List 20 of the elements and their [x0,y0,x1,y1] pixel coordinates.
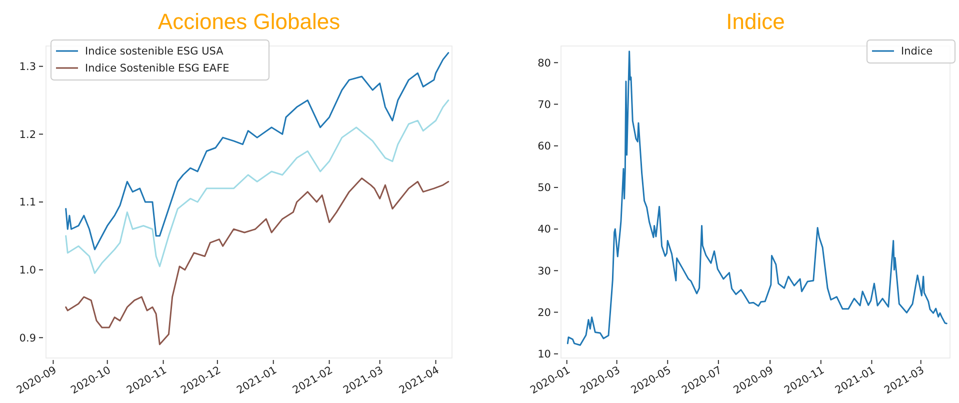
y-tick-label: 1.0 [19,264,36,276]
y-tick-label: 1.1 [19,196,36,209]
y-tick-label: 70 [538,98,551,111]
y-tick-label: 0.9 [19,332,36,344]
y-tick-label: 80 [538,57,551,70]
y-tick-label: 1.2 [19,128,36,141]
line-series [65,178,450,346]
legend-label: Indice [901,46,933,58]
y-tick-label: 1.3 [19,61,36,74]
y-tick-label: 60 [538,140,551,153]
legend-label: Indice sostenible ESG USA [85,46,224,58]
legend-label: Indice Sostenible ESG EAFE [85,62,230,75]
chart-title: Acciones Globales [158,9,340,34]
y-tick-label: 30 [538,265,551,278]
y-tick-label: 40 [538,224,551,236]
line-series [65,100,450,274]
y-tick-label: 20 [538,306,551,319]
chart-title: Indice [726,9,785,34]
y-tick-label: 10 [538,348,551,361]
y-tick-label: 50 [538,182,551,194]
